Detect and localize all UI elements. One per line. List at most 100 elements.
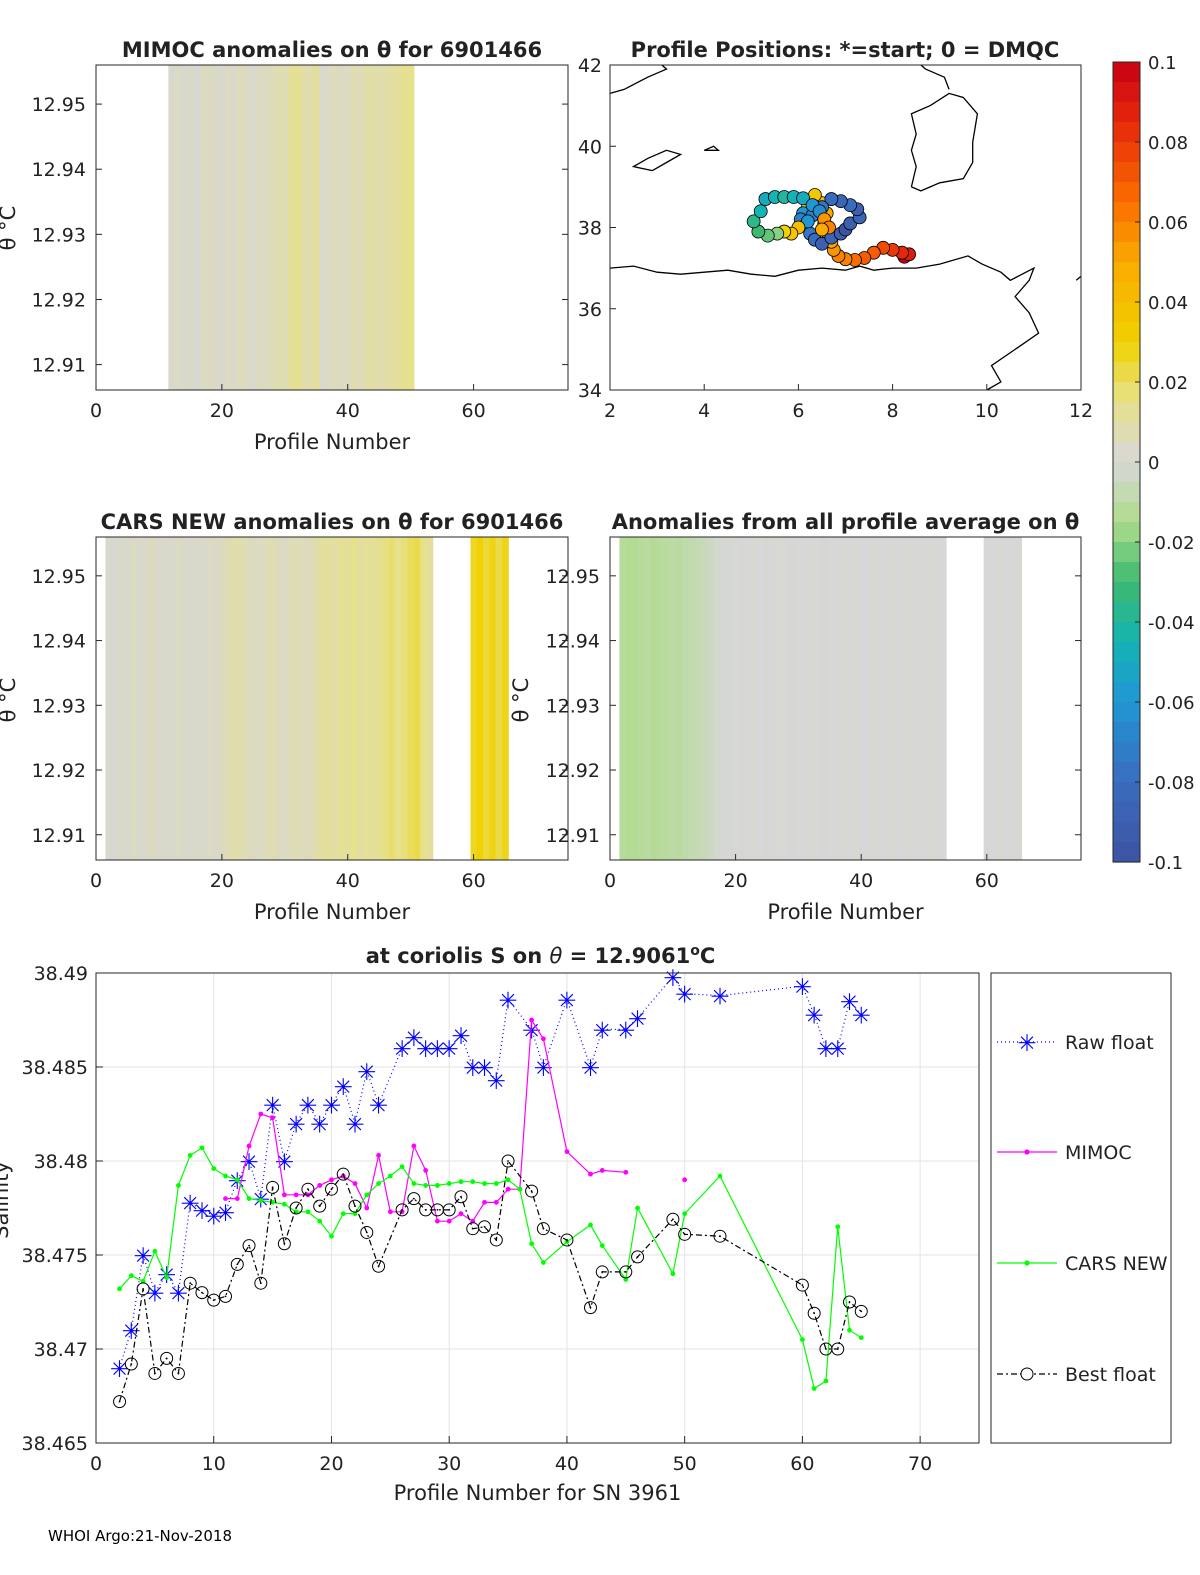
mimoc-frame <box>95 64 569 391</box>
salinity-point: ✳ <box>122 1319 141 1345</box>
allavg-column <box>788 537 796 860</box>
allavg-column <box>650 537 658 860</box>
salinity-point <box>195 1286 209 1300</box>
map-profile-point <box>753 204 768 219</box>
salinity-y-tick-label: 38.485 <box>22 1057 88 1079</box>
salinity-point-center <box>354 1205 356 1208</box>
mimoc-x-tick-label: 0 <box>90 400 102 422</box>
cars-y-tick-label: 12.91 <box>32 825 86 847</box>
salinity-point: ✳ <box>345 1112 364 1138</box>
salinity-point <box>717 1173 723 1179</box>
cars-column <box>237 537 245 860</box>
salinity-point <box>289 1201 303 1215</box>
salinity-point <box>446 1181 452 1186</box>
salinity-point-center <box>671 1218 674 1221</box>
map-profile-point <box>824 192 839 206</box>
cars-column <box>136 537 144 860</box>
allavg-column <box>870 537 878 860</box>
cars-column <box>489 537 497 860</box>
salinity-point <box>348 1199 362 1213</box>
mimoc-y-tick-label: 12.94 <box>32 159 86 181</box>
salinity-point <box>124 1357 138 1371</box>
mimoc-column <box>287 65 295 390</box>
salinity-title-part: C <box>700 944 715 968</box>
salinity-point <box>489 1233 503 1247</box>
salinity-point-center <box>412 1197 415 1200</box>
cars-ylabel: θ °C <box>0 678 20 723</box>
salinity-point <box>152 1248 158 1254</box>
colorbar-swatch <box>1113 762 1140 783</box>
salinity-point <box>631 1250 645 1264</box>
salinity-point: ✳ <box>204 1205 223 1231</box>
allavg-column <box>657 537 664 860</box>
allavg-column <box>989 537 997 860</box>
salinity-point <box>258 1198 264 1203</box>
salinity-x-tick-label: 10 <box>202 1453 226 1475</box>
mimoc-column <box>206 65 214 390</box>
salinity-point-center <box>566 1239 568 1241</box>
mimoc-column <box>319 65 327 390</box>
salinity-point <box>835 1224 841 1230</box>
colorbar-swatch <box>1113 402 1140 423</box>
map-x-tick-label: 2 <box>604 400 616 422</box>
salinity-point <box>666 1212 680 1226</box>
salinity-point <box>364 1192 370 1198</box>
colorbar-tick-label: -0.06 <box>1148 693 1195 714</box>
allavg-column <box>820 537 828 860</box>
mimoc-y-tick-label: 12.91 <box>32 355 86 377</box>
salinity-point-center <box>248 1244 250 1247</box>
salinity-point <box>211 1166 217 1171</box>
salinity-point <box>423 1168 429 1173</box>
mimoc-column <box>306 65 314 390</box>
cars-x-tick-label: 60 <box>462 870 486 892</box>
salinity-point-center <box>342 1173 345 1176</box>
mimoc-column <box>357 65 365 390</box>
allavg-column <box>644 537 652 860</box>
cars-column <box>483 537 490 860</box>
salinity-point <box>540 1036 546 1042</box>
colorbar-tick-label: 0.08 <box>1148 133 1188 154</box>
cars-x-tick-label: 20 <box>210 870 234 892</box>
salinity-point <box>529 1017 535 1023</box>
salinity-point <box>446 1218 452 1224</box>
colorbar-tick-label: 0.02 <box>1148 373 1188 394</box>
salinity-point: ✳ <box>369 1094 388 1120</box>
cars-x-tick-label: 40 <box>336 870 360 892</box>
salinity-point-center <box>424 1208 427 1211</box>
salinity-point: ✳ <box>463 1056 482 1082</box>
colorbar-swatch <box>1113 122 1140 143</box>
cars-y-tick-label: 12.92 <box>32 760 86 782</box>
cars-column <box>420 537 427 860</box>
colorbar-swatch <box>1113 422 1140 443</box>
salinity-point <box>854 1304 868 1318</box>
salinity-y-tick-label: 38.48 <box>34 1151 88 1173</box>
salinity-point <box>435 1218 440 1224</box>
salinity-point <box>270 1115 275 1121</box>
colorbar-tick-label: 0.1 <box>1148 53 1177 74</box>
cars-column <box>256 537 264 860</box>
salinity-point: ✳ <box>793 975 812 1001</box>
mimoc-y-tick-label: 12.93 <box>32 224 86 246</box>
salinity-point-center <box>448 1208 451 1211</box>
allavg-column <box>914 537 922 860</box>
salinity-point <box>234 1177 240 1183</box>
colorbar-tick-label: -0.02 <box>1148 533 1195 554</box>
colorbar-swatch <box>1113 602 1140 623</box>
salinity-point <box>164 1275 170 1280</box>
mimoc-column <box>174 65 182 390</box>
colorbar-swatch <box>1113 802 1140 823</box>
salinity-point-center <box>212 1299 215 1302</box>
salinity-point <box>505 1177 511 1183</box>
allavg-column <box>864 537 872 860</box>
map-coastline <box>703 145 721 151</box>
mimoc-x-tick-label: 60 <box>462 400 486 422</box>
mimoc-column <box>300 65 308 390</box>
allavg-column <box>826 537 834 860</box>
salinity-point-center <box>530 1190 533 1192</box>
map-coastline <box>609 255 1040 391</box>
salinity-point: ✳ <box>593 1018 612 1044</box>
salinity-point-center <box>542 1227 545 1230</box>
salinity-point <box>823 1378 829 1384</box>
cars-column <box>394 537 402 860</box>
salinity-point <box>199 1145 205 1151</box>
